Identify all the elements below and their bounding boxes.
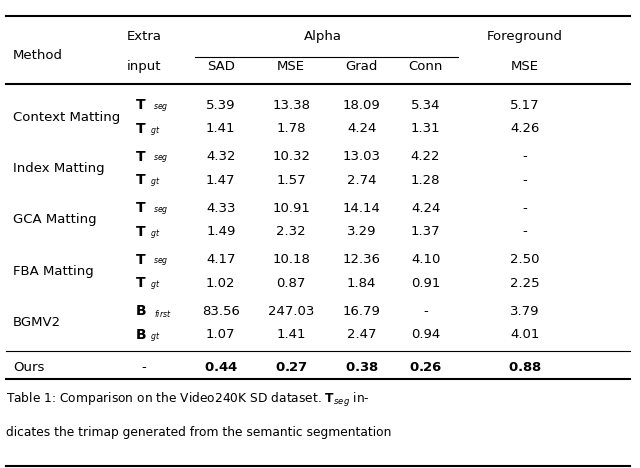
Text: $_{\mathit{first}}$: $_{\mathit{first}}$ [154, 308, 172, 321]
Text: 13.38: 13.38 [272, 99, 310, 112]
Text: 1.41: 1.41 [206, 122, 236, 135]
Text: $_{\mathit{gt}}$: $_{\mathit{gt}}$ [150, 125, 161, 139]
Text: 2.25: 2.25 [510, 277, 540, 290]
Text: 4.24: 4.24 [411, 202, 440, 215]
Text: 1.28: 1.28 [411, 174, 440, 187]
Text: 5.34: 5.34 [411, 99, 440, 112]
Text: 4.10: 4.10 [411, 253, 440, 266]
Text: 10.91: 10.91 [272, 202, 310, 215]
Text: $\mathbf{T}$: $\mathbf{T}$ [135, 150, 147, 164]
Text: 5.39: 5.39 [206, 99, 236, 112]
Text: $_{\mathit{gt}}$: $_{\mathit{gt}}$ [150, 176, 161, 190]
Text: $\mathbf{B}$: $\mathbf{B}$ [135, 328, 147, 342]
Text: $\mathbf{0.44}$: $\mathbf{0.44}$ [204, 361, 238, 374]
Text: 13.03: 13.03 [342, 150, 381, 163]
Text: $\mathbf{T}$: $\mathbf{T}$ [135, 225, 147, 239]
Text: $\mathbf{0.88}$: $\mathbf{0.88}$ [508, 361, 541, 374]
Text: $\mathbf{T}$: $\mathbf{T}$ [135, 122, 147, 136]
Text: $\mathbf{0.38}$: $\mathbf{0.38}$ [345, 361, 378, 374]
Text: $_{\mathit{gt}}$: $_{\mathit{gt}}$ [150, 279, 161, 293]
Text: 10.18: 10.18 [272, 253, 310, 266]
Text: MSE: MSE [277, 60, 305, 73]
Text: $_{\mathit{gt}}$: $_{\mathit{gt}}$ [150, 331, 161, 345]
Text: $\mathbf{T}$: $\mathbf{T}$ [135, 201, 147, 215]
Text: dicates the trimap generated from the semantic segmentation: dicates the trimap generated from the se… [6, 426, 392, 439]
Text: Context Matting: Context Matting [13, 110, 120, 124]
Text: input: input [127, 60, 161, 73]
Text: 1.84: 1.84 [347, 277, 376, 290]
Text: Foreground: Foreground [487, 29, 563, 43]
Text: 4.32: 4.32 [206, 150, 236, 163]
Text: 2.47: 2.47 [347, 328, 376, 341]
Text: 18.09: 18.09 [343, 99, 380, 112]
Text: -: - [522, 150, 527, 163]
Text: 2.50: 2.50 [510, 253, 540, 266]
Text: -: - [522, 202, 527, 215]
Text: 10.32: 10.32 [272, 150, 310, 163]
Text: 0.87: 0.87 [276, 277, 306, 290]
Text: 3.79: 3.79 [510, 305, 540, 318]
Text: Alpha: Alpha [304, 29, 342, 43]
Text: 4.17: 4.17 [206, 253, 236, 266]
Text: $\mathbf{0.26}$: $\mathbf{0.26}$ [409, 361, 442, 374]
Text: $_{\mathit{seg}}$: $_{\mathit{seg}}$ [153, 205, 168, 218]
Text: $_{\mathit{seg}}$: $_{\mathit{seg}}$ [153, 102, 168, 115]
Text: GCA Matting: GCA Matting [13, 213, 97, 227]
Text: -: - [423, 305, 428, 318]
Text: Method: Method [13, 50, 63, 62]
Text: Ours: Ours [13, 361, 44, 374]
Text: Extra: Extra [127, 29, 161, 43]
Text: Conn: Conn [408, 60, 443, 73]
Text: 3.29: 3.29 [347, 225, 376, 238]
Text: 0.94: 0.94 [411, 328, 440, 341]
Text: $\mathbf{B}$: $\mathbf{B}$ [135, 304, 147, 318]
Text: 1.49: 1.49 [206, 225, 236, 238]
Text: 4.01: 4.01 [510, 328, 540, 341]
Text: -: - [522, 174, 527, 187]
Text: 16.79: 16.79 [342, 305, 381, 318]
Text: 83.56: 83.56 [202, 305, 240, 318]
Text: 1.07: 1.07 [206, 328, 236, 341]
Text: $_{\mathit{gt}}$: $_{\mathit{gt}}$ [150, 228, 161, 242]
Text: 4.24: 4.24 [347, 122, 376, 135]
Text: $_{\mathit{seg}}$: $_{\mathit{seg}}$ [153, 257, 168, 269]
Text: $\mathbf{T}$: $\mathbf{T}$ [135, 173, 147, 187]
Text: 2.32: 2.32 [276, 225, 306, 238]
Text: 14.14: 14.14 [342, 202, 381, 215]
Text: 12.36: 12.36 [342, 253, 381, 266]
Text: 1.47: 1.47 [206, 174, 236, 187]
Text: $\mathbf{T}$: $\mathbf{T}$ [135, 253, 147, 267]
Text: 4.26: 4.26 [510, 122, 540, 135]
Text: -: - [141, 361, 147, 374]
Text: $\mathbf{T}$: $\mathbf{T}$ [135, 276, 147, 290]
Text: SAD: SAD [207, 60, 235, 73]
Text: MSE: MSE [511, 60, 539, 73]
Text: 0.91: 0.91 [411, 277, 440, 290]
Text: Grad: Grad [346, 60, 378, 73]
Text: 247.03: 247.03 [268, 305, 314, 318]
Text: 1.57: 1.57 [276, 174, 306, 187]
Text: 4.33: 4.33 [206, 202, 236, 215]
Text: Index Matting: Index Matting [13, 162, 104, 175]
Text: 1.78: 1.78 [276, 122, 306, 135]
Text: 1.37: 1.37 [411, 225, 440, 238]
Text: $\mathbf{T}$: $\mathbf{T}$ [135, 98, 147, 112]
Text: 4.22: 4.22 [411, 150, 440, 163]
Text: $\mathbf{0.27}$: $\mathbf{0.27}$ [275, 361, 308, 374]
Text: 2.74: 2.74 [347, 174, 376, 187]
Text: Table 1: Comparison on the Video240K SD dataset. $\mathbf{T}_{seg}$ in-: Table 1: Comparison on the Video240K SD … [6, 391, 371, 409]
Text: -: - [522, 225, 527, 238]
Text: 5.17: 5.17 [510, 99, 540, 112]
Text: BGMV2: BGMV2 [13, 316, 61, 329]
Text: 1.31: 1.31 [411, 122, 440, 135]
Text: FBA Matting: FBA Matting [13, 265, 93, 278]
Text: 1.41: 1.41 [276, 328, 306, 341]
Text: 1.02: 1.02 [206, 277, 236, 290]
Text: $_{\mathit{seg}}$: $_{\mathit{seg}}$ [153, 154, 168, 166]
